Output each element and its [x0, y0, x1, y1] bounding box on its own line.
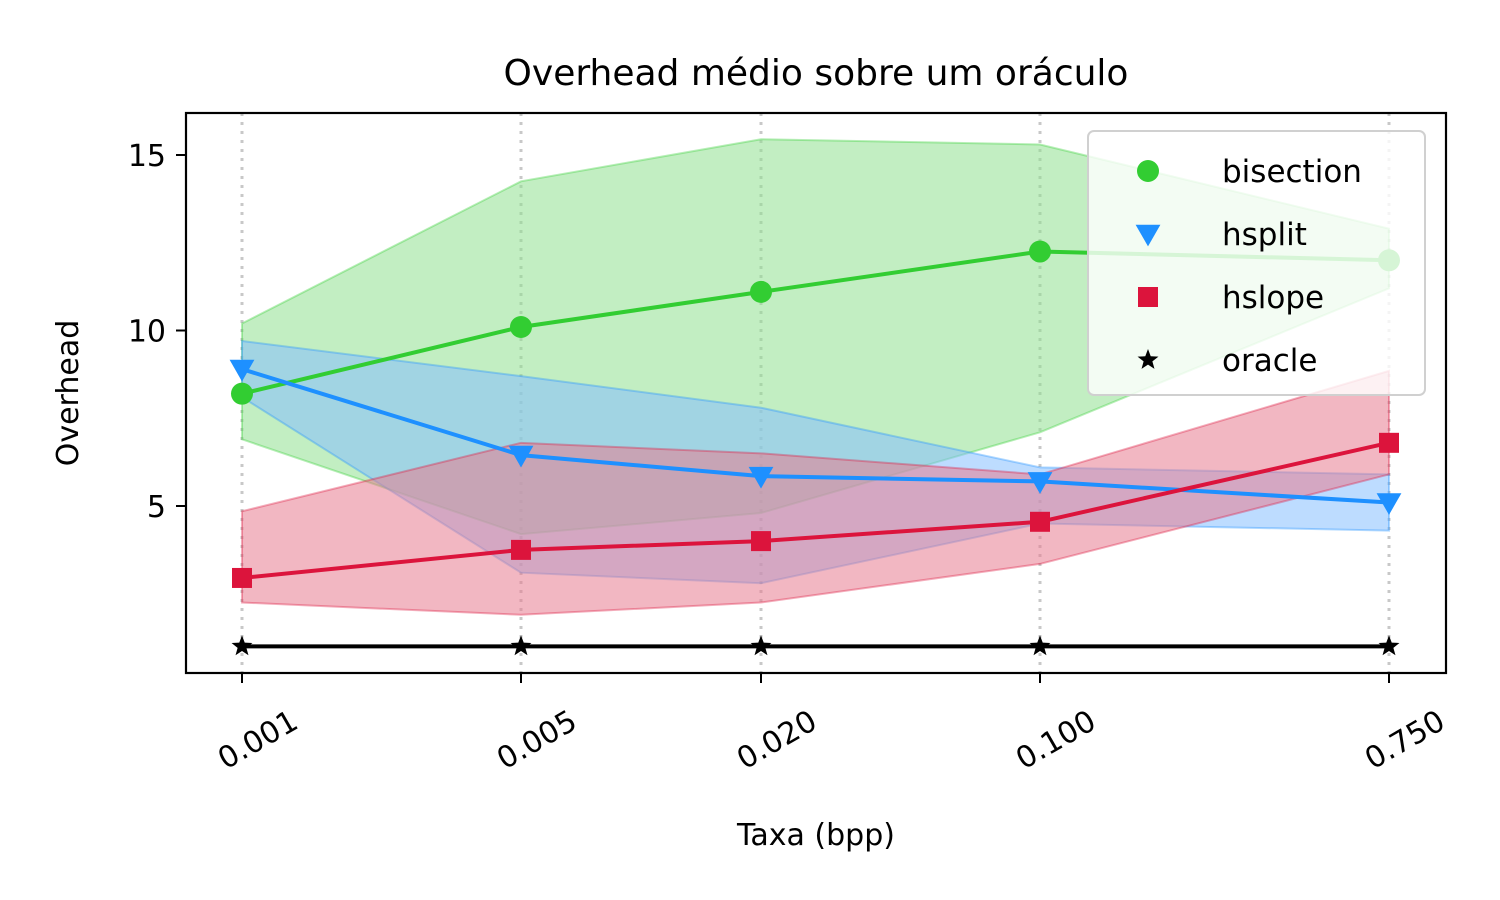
- x-axis-title: Taxa (bpp): [736, 818, 895, 853]
- marker-hslope: [751, 531, 771, 552]
- marker-hsplit: [1027, 472, 1053, 494]
- legend-marker-oracle: [1137, 349, 1159, 369]
- chart-title: Overhead médio sobre um oráculo: [504, 53, 1129, 94]
- y-axis-ticks: 5 10 15: [128, 139, 186, 525]
- marker-bisection: [510, 315, 532, 338]
- y-axis-title: Overhead: [51, 320, 86, 467]
- marker-hsplit: [508, 445, 534, 468]
- legend-marker-hslope: [1138, 287, 1158, 307]
- marker-oracle: [510, 635, 532, 656]
- marker-hslope: [1030, 511, 1050, 532]
- y-tick-label: 5: [147, 490, 166, 525]
- marker-hslope: [232, 567, 252, 588]
- marker-bisection: [1029, 240, 1051, 263]
- marker-oracle: [750, 635, 772, 656]
- marker-hslope: [511, 539, 531, 560]
- marker-bisection: [750, 280, 772, 303]
- legend-marker-hsplit: [1135, 224, 1161, 247]
- marker-oracle: [231, 635, 253, 656]
- legend-label-oracle: oracle: [1222, 343, 1317, 379]
- legend-label-hslope: hslope: [1222, 280, 1324, 316]
- y-tick-label: 15: [128, 139, 166, 174]
- marker-bisection: [231, 382, 253, 405]
- legend: bisection hsplit hslope oracle: [1087, 130, 1426, 396]
- legend-marker-bisection: [1137, 160, 1159, 182]
- marker-hsplit: [748, 466, 774, 489]
- legend-box: [1087, 130, 1426, 396]
- y-tick-label: 10: [128, 315, 166, 350]
- legend-label-bisection: bisection: [1222, 154, 1362, 190]
- marker-hslope: [1379, 432, 1399, 453]
- marker-hsplit: [229, 359, 255, 382]
- marker-hsplit: [1376, 493, 1402, 515]
- marker-oracle: [1029, 635, 1051, 656]
- legend-label-hsplit: hsplit: [1222, 217, 1307, 253]
- plot-frame: [184, 111, 1448, 675]
- marker-oracle: [1378, 635, 1400, 656]
